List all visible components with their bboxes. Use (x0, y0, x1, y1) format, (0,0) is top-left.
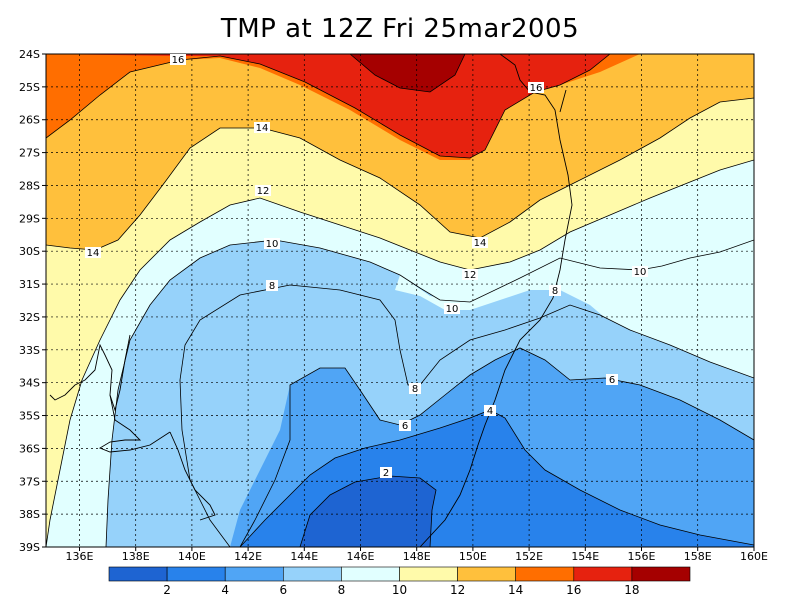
contour-fills (46, 54, 754, 547)
band-top (350, 54, 465, 92)
colorbar-swatch (457, 566, 517, 582)
lon-label: 140E (178, 550, 206, 563)
lat-label: 36S (19, 442, 40, 455)
contour-label: 12 (257, 186, 270, 197)
contour-label: 16 (530, 83, 543, 94)
contour-labels: 16 16 14 14 14 12 12 10 10 10 8 8 8 6 6 … (85, 54, 648, 479)
contour-label: 6 (402, 421, 408, 432)
lat-label: 31S (19, 278, 40, 291)
lon-label: 144E (290, 550, 318, 563)
colorbar-swatch (341, 566, 400, 582)
lat-label: 33S (19, 344, 40, 357)
contour-14 (46, 97, 754, 251)
lat-label: 27S (19, 147, 40, 160)
lon-label: 148E (403, 550, 431, 563)
contour-label: 10 (446, 304, 459, 315)
colorbar-swatch (399, 566, 458, 582)
lat-label: 28S (19, 179, 40, 192)
lat-label: 24S (19, 48, 40, 61)
lat-label: 26S (19, 114, 40, 127)
map-frame (45, 53, 755, 548)
contour-8 (179, 284, 754, 547)
contour-4 (239, 409, 754, 547)
longitude-labels: 136E 138E 140E 142E 144E 146E 148E 150E 152E 154E… (66, 547, 768, 563)
colorbar-label: 12 (450, 583, 465, 597)
lon-label: 142E (234, 550, 262, 563)
lon-label: 156E (628, 550, 656, 563)
lon-label: 160E (740, 550, 768, 563)
colorbar-swatch (573, 566, 633, 582)
contour-label: 8 (552, 286, 558, 297)
colorbar-swatch (631, 566, 691, 582)
lat-label: 39S (19, 541, 40, 554)
lon-label: 146E (347, 550, 375, 563)
colorbar-label: 6 (279, 583, 287, 597)
lon-label: 138E (122, 550, 150, 563)
contour-18 (349, 54, 466, 93)
latitude-labels: 24S 25S 26S 27S 28S 29S 30S 31S 32S 33S 34S 35S 36S 3… (19, 48, 46, 554)
colorbar-label: 14 (508, 583, 523, 597)
colorbar-swatch (166, 566, 226, 582)
contour-label: 8 (269, 281, 275, 292)
colorbar-label: 2 (163, 583, 171, 597)
lat-label: 34S (19, 377, 40, 390)
contour-label: 14 (474, 238, 487, 249)
contour-label: 6 (609, 375, 615, 386)
contour-label: 4 (487, 406, 493, 417)
contour-label: 10 (266, 239, 279, 250)
contour-label: 16 (172, 55, 185, 66)
lat-label: 37S (19, 475, 40, 488)
colorbar-label: 4 (221, 583, 229, 597)
coastline (49, 54, 573, 547)
lon-label: 158E (684, 550, 712, 563)
contour-label: 14 (87, 248, 100, 259)
colorbar-swatch (515, 566, 575, 582)
colorbar-label: 16 (566, 583, 581, 597)
contour-12 (46, 159, 754, 547)
colorbar-swatch (282, 566, 342, 582)
map-title: TMP at 12Z Fri 25mar2005 (220, 14, 580, 44)
colorbar-swatch (224, 566, 284, 582)
contour-label: 14 (256, 123, 269, 134)
lon-label: 150E (459, 550, 487, 563)
lat-label: 30S (19, 245, 40, 258)
colorbar-label: 10 (392, 583, 407, 597)
band-18-up (46, 54, 610, 158)
lon-label: 152E (515, 550, 543, 563)
contour-label: 8 (412, 384, 418, 395)
contour-label: 10 (634, 267, 647, 278)
lat-label: 32S (19, 311, 40, 324)
contour-label: 2 (383, 468, 389, 479)
colorbar-swatch (108, 566, 168, 582)
colorbar-label: 18 (624, 583, 639, 597)
lon-label: 154E (571, 550, 599, 563)
lat-label: 35S (19, 410, 40, 423)
lon-label: 136E (66, 550, 94, 563)
colorbar-label: 8 (338, 583, 346, 597)
contour-6 (239, 347, 754, 547)
contour-label: 12 (464, 270, 477, 281)
band-14-16 (46, 54, 754, 540)
lat-label: 38S (19, 508, 40, 521)
lat-label: 29S (19, 212, 40, 225)
band-lt-2 (300, 476, 436, 547)
lat-label: 25S (19, 81, 40, 94)
colorbar: 2 4 6 8 10 12 14 16 18 (108, 566, 691, 597)
